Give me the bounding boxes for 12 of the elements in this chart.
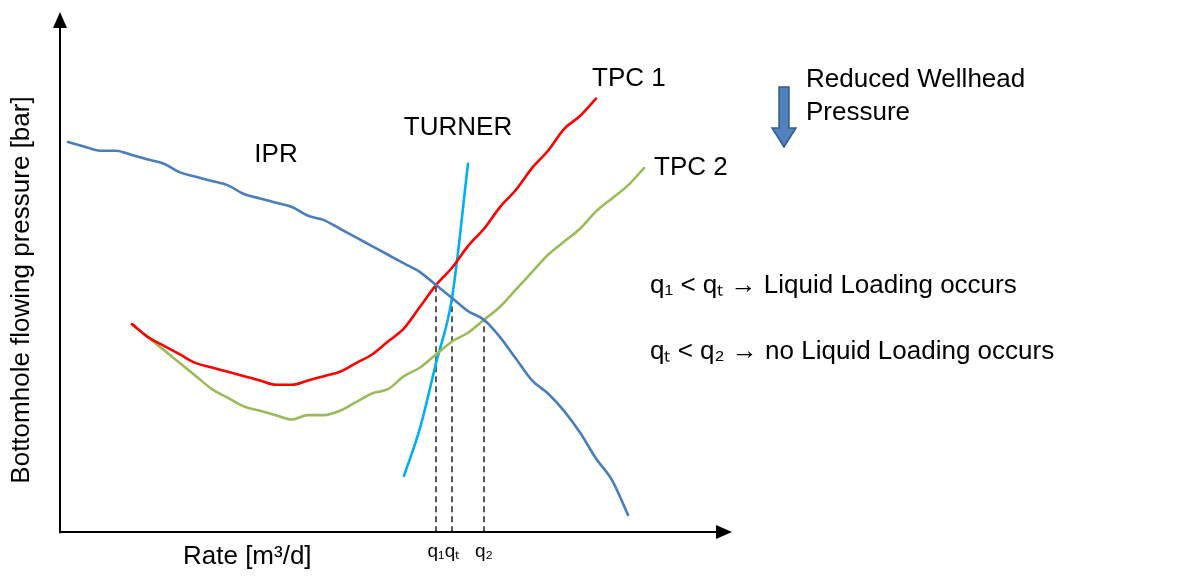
annotation: q₁ < qₜ → Liquid Loading occurs bbox=[650, 268, 1017, 301]
x-axis-title: Rate [m³/d] bbox=[183, 540, 312, 571]
x-tick-label: qₜ bbox=[444, 539, 461, 561]
text: Reduced Wellhead Pressure bbox=[806, 62, 1027, 127]
y-axis-title: Bottomhole flowing pressure [bar] bbox=[4, 96, 36, 484]
series-label: TPC 1 bbox=[592, 61, 666, 92]
series-label: TURNER bbox=[403, 110, 513, 141]
x-tick-label: q₁ bbox=[427, 539, 445, 561]
series-label: TPC 2 bbox=[654, 151, 728, 182]
x-tick-label: q₂ bbox=[475, 539, 493, 561]
annotation: qₜ < q₂ → no Liquid Loading occurs bbox=[650, 334, 1055, 367]
series-label: IPR bbox=[254, 137, 298, 168]
